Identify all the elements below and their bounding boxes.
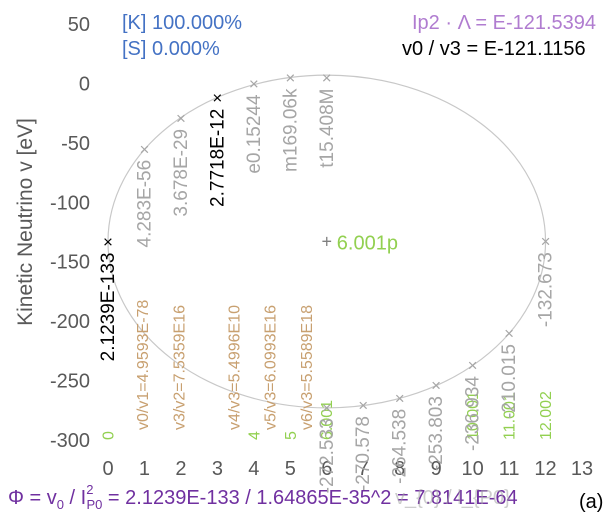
data-point-marker: × (139, 140, 149, 159)
s-percent-label: [S] 0.000% (122, 38, 220, 60)
ratio-label: v3/v2=7.5359E16 (172, 305, 189, 430)
x-tick-label: 9 (431, 458, 442, 480)
bottom-green-label: 0 (100, 431, 117, 440)
data-point-label: -264.538 (390, 409, 411, 484)
data-point-marker: × (249, 74, 259, 93)
data-point-label: -210.015 (499, 344, 520, 419)
data-point-label: m169.06k (280, 88, 301, 172)
x-tick-label: 5 (285, 458, 296, 480)
bottom-green-label: 6.001 (319, 400, 336, 440)
y-tick-label: 0 (79, 73, 90, 95)
ratio-label: v5/v3=6.0993E16 (263, 305, 280, 430)
phi-overlay: v_{0} / l_{P0} (395, 487, 511, 509)
data-point-label: -270.578 (353, 416, 374, 491)
bottom-green-label: 4 (246, 431, 263, 440)
x-tick-label: 6 (321, 458, 332, 480)
y-tick-label: -200 (50, 311, 90, 333)
x-tick-label: 10 (461, 458, 483, 480)
y-axis-ticks: 50 0 -50 -100 -150 -200 -250 -300 (50, 14, 90, 452)
data-point-marker: × (395, 389, 405, 408)
bottom-green-label: 5 (283, 431, 300, 440)
v0-v3-label: v0 / v3 = E-121.1156 (402, 38, 586, 60)
ratio-label: v0/v1=4.9593E-78 (135, 300, 152, 430)
data-point-marker: × (358, 396, 368, 415)
phi-mid: / I (64, 487, 86, 509)
phi-rest: = 2.1239E-133 / 1.64865E-35^2 = 7.8141E-… (102, 487, 517, 509)
ip2-lambda-label: Ip2 · Λ = E-121.5394 (412, 12, 596, 34)
ratio-label: v4/v3=5.4996E10 (226, 305, 243, 430)
data-point-label: -132.673 (536, 252, 557, 327)
x-axis-ticks: 0 1 2 3 4 5 6 7 8 9 10 11 12 13 (102, 458, 593, 480)
plot-area: v0/v1=4.9593E-78 v3/v2=7.5359E16 v4/v3=5.4… (98, 68, 557, 493)
data-point-marker: × (504, 324, 514, 343)
x-tick-label: 1 (139, 458, 150, 480)
phi-sub-p0: P0 (86, 497, 102, 512)
y-tick-label: -150 (50, 252, 90, 274)
data-point-marker: × (541, 232, 551, 251)
y-tick-label: -50 (61, 133, 90, 155)
data-point-label: e0.15244 (244, 94, 265, 174)
x-tick-label: 12 (534, 458, 556, 480)
data-point-marker: × (285, 68, 295, 87)
bottom-green-label: 12.002 (538, 391, 555, 440)
y-tick-label: -100 (50, 192, 90, 214)
bottom-green-label: 10.001 (465, 391, 482, 440)
center-point-marker: + (322, 232, 333, 252)
data-point-marker: × (212, 89, 222, 108)
data-point-label: 4.283E-56 (134, 160, 155, 248)
center-point-label: 6.001p (337, 233, 398, 255)
panel-tag: (a) (579, 491, 603, 513)
x-tick-label: 8 (394, 458, 405, 480)
phi-formula: Φ = v0 / I2 P0 = 2.1239E-133 / 1.64865E-3… (8, 482, 518, 512)
data-point-marker: × (431, 376, 441, 395)
y-tick-label: 50 (68, 14, 90, 36)
data-point-label: 2.1239E-133 (98, 253, 119, 362)
phi-prefix: Φ = v (8, 487, 57, 509)
x-tick-label: 11 (499, 458, 520, 480)
data-point-label: -253.803 (426, 396, 447, 471)
y-axis-label: Kinetic Neutrino v [eV] (14, 118, 37, 326)
data-point-label: -236.934 (463, 376, 484, 451)
k-percent-label: [K] 100.000% (122, 12, 242, 34)
x-tick-label: 0 (102, 458, 113, 480)
data-point-label: 2.7718E-12 (207, 109, 228, 207)
orbit-ellipse (107, 74, 547, 409)
x-tick-label: 4 (248, 458, 259, 480)
x-tick-label: 2 (175, 458, 186, 480)
phi-sup-2: 2 (86, 482, 93, 497)
data-point-label: t15.408M (317, 88, 338, 167)
x-tick-label: 3 (212, 458, 223, 480)
data-point-marker: × (468, 356, 478, 375)
data-point-marker: × (322, 68, 332, 87)
y-tick-label: -250 (50, 371, 90, 393)
data-point-marker: × (322, 398, 332, 417)
x-tick-label: 13 (571, 458, 593, 480)
x-tick-label: 7 (358, 458, 369, 480)
ratio-label: v6/v3=5.5589E18 (299, 305, 316, 430)
data-point-label: 3.678E-29 (171, 129, 192, 217)
y-tick-label: -300 (50, 430, 90, 452)
data-point-marker: × (176, 109, 186, 128)
data-point-marker: × (103, 233, 113, 252)
bottom-green-label: 11.001 (502, 392, 519, 440)
data-point-label: -272.533 (317, 418, 338, 493)
phi-sub-0: 0 (57, 497, 64, 512)
